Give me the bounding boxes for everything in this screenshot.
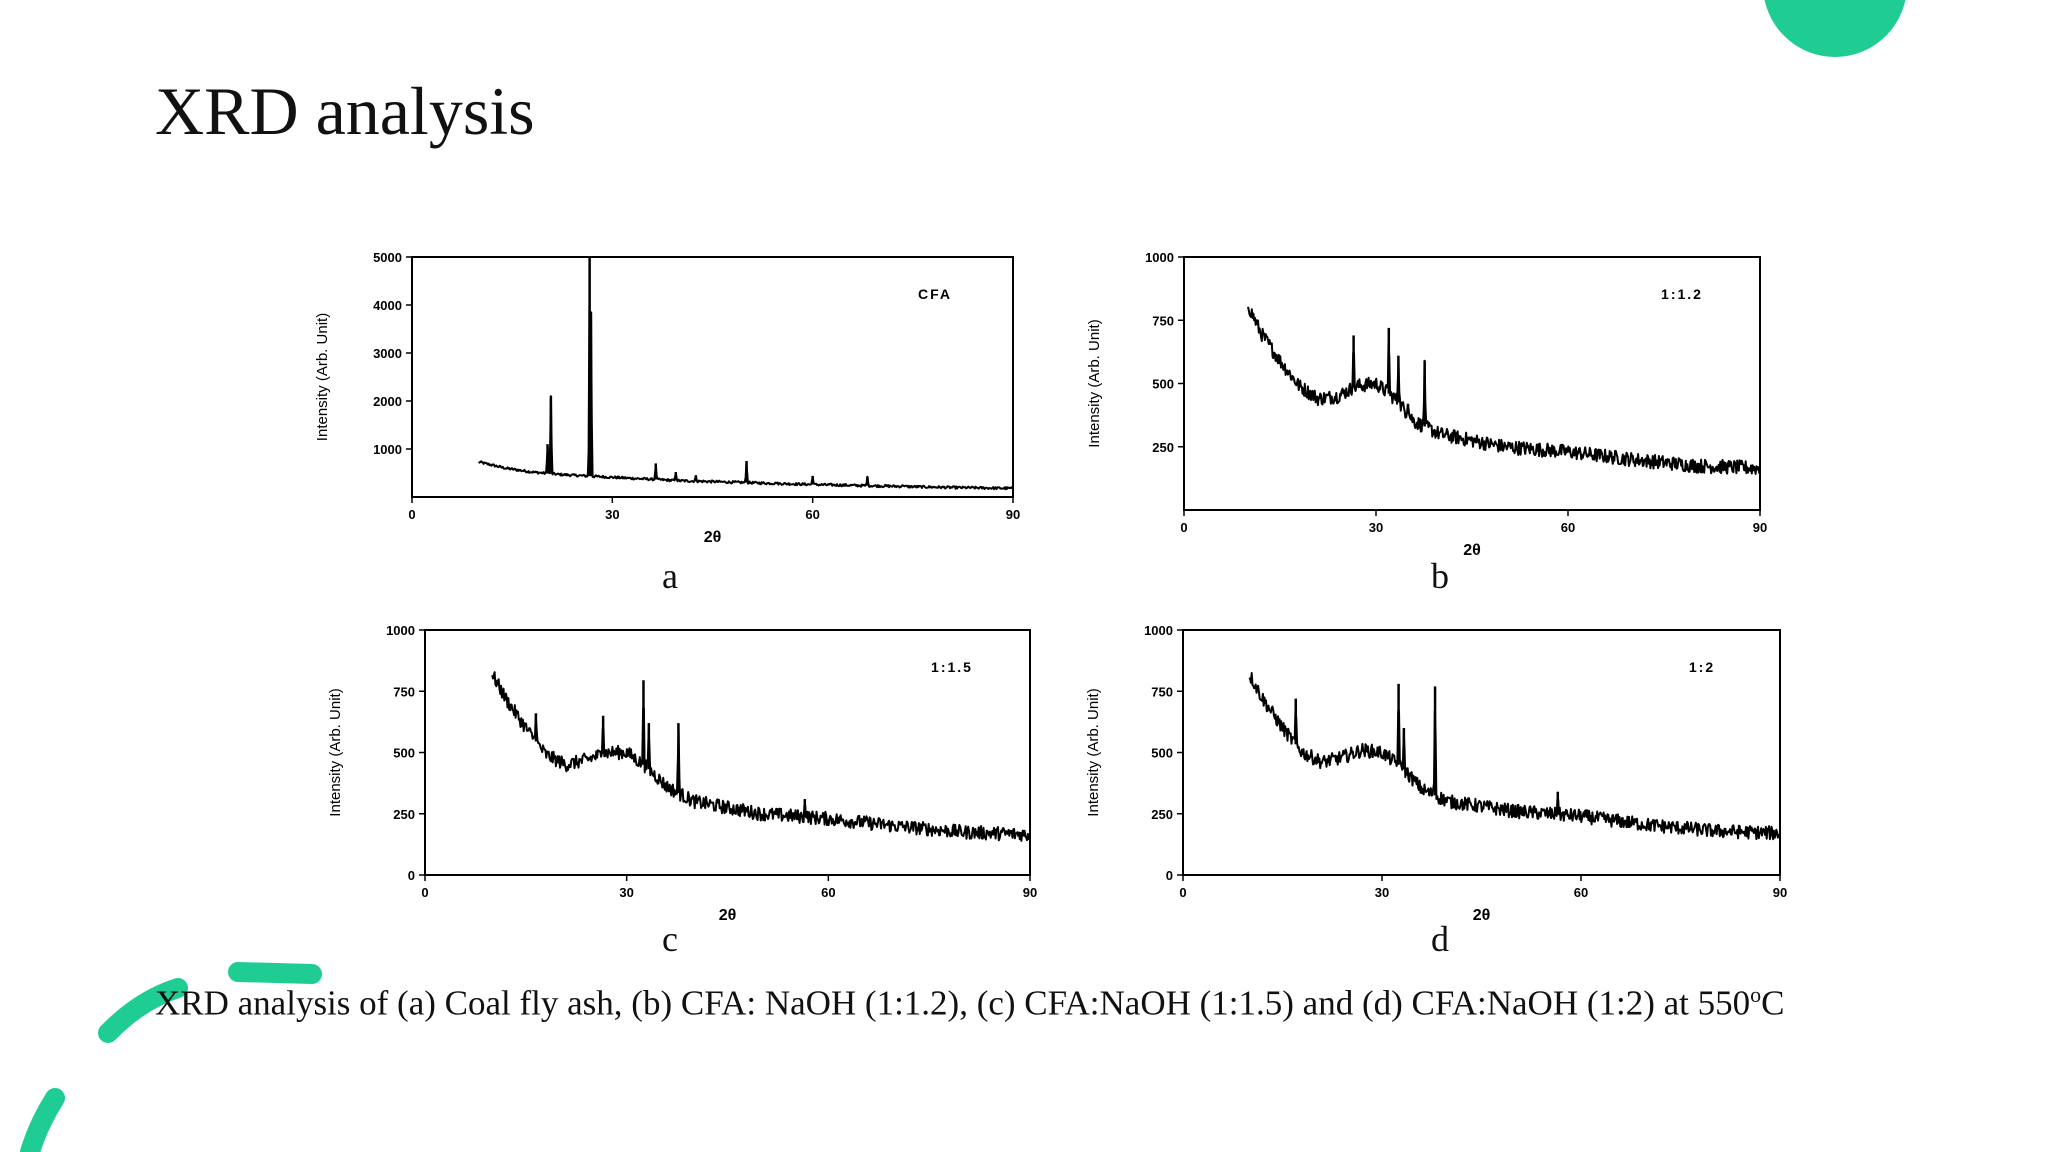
y-tick-label: 5000	[373, 250, 402, 265]
xrd-series-line	[491, 671, 1031, 842]
legend-text: CFA	[918, 286, 952, 302]
panel-label-b: b	[1431, 556, 1449, 596]
chart-d: 0 30 60 90 0 250 500 750 1000 2θ Intensity (Arb. U…	[1085, 623, 1787, 924]
x-axis-label: 2θ	[719, 907, 737, 924]
legend-text: 1:1.5	[931, 659, 973, 675]
x-tick-label: 30	[1375, 885, 1389, 900]
panel-label-d: d	[1431, 919, 1449, 959]
slide-title: XRD analysis	[155, 73, 535, 149]
y-tick-label: 750	[1151, 684, 1173, 699]
y-tick-label: 500	[1151, 746, 1173, 761]
x-tick-label: 90	[1006, 507, 1020, 522]
y-tick-label: 500	[393, 746, 415, 761]
y-tick-label: 500	[1152, 377, 1174, 392]
y-axis-label: Intensity (Arb. Unit)	[1086, 319, 1103, 447]
chart-c: 0 30 60 90 0 250 500 750 1000 2θ Intensity (Arb. U…	[327, 623, 1037, 924]
y-tick-label: 750	[393, 684, 415, 699]
x-tick-label: 0	[1180, 520, 1187, 535]
caption-end: C	[1761, 983, 1785, 1023]
x-tick-label: 30	[619, 885, 633, 900]
x-tick-label: 0	[1179, 885, 1186, 900]
plot-frame	[411, 256, 1014, 498]
x-tick-label: 60	[1574, 885, 1588, 900]
xrd-series-line	[1247, 306, 1761, 475]
y-tick-label: 1000	[1145, 250, 1174, 265]
x-axis-label: 2θ	[704, 529, 722, 546]
y-axis-label: Intensity (Arb. Unit)	[314, 313, 331, 441]
chart-a: 0 30 60 90 1000 2000 3000 4000 5000 2θ Intensity (…	[314, 250, 1020, 546]
y-tick-label: 4000	[373, 298, 402, 313]
x-tick-label: 30	[1369, 520, 1383, 535]
x-axis-label: 2θ	[1463, 542, 1481, 559]
decor-stroke	[98, 978, 188, 1043]
panel-label-a: a	[662, 556, 678, 596]
x-tick-label: 60	[1561, 520, 1575, 535]
y-tick-label: 250	[1151, 807, 1173, 822]
legend-text: 1:1.2	[1661, 286, 1703, 302]
y-tick-label: 250	[1152, 440, 1174, 455]
x-tick-label: 60	[821, 885, 835, 900]
decor-swoosh	[20, 1088, 65, 1152]
x-tick-label: 90	[1773, 885, 1787, 900]
y-tick-label: 2000	[373, 394, 402, 409]
decor-circle	[1764, 0, 1906, 57]
x-tick-label: 90	[1023, 885, 1037, 900]
decor-dash	[228, 962, 322, 984]
x-tick-label: 60	[805, 507, 819, 522]
xrd-series-line	[1248, 672, 1781, 841]
x-axis-label: 2θ	[1473, 907, 1491, 924]
x-tick-label: 0	[421, 885, 428, 900]
y-tick-label: 0	[1166, 868, 1173, 883]
y-tick-label: 750	[1152, 313, 1174, 328]
y-tick-label: 1000	[373, 442, 402, 457]
y-tick-label: 3000	[373, 346, 402, 361]
legend-text: 1:2	[1689, 659, 1715, 675]
y-tick-label: 0	[408, 868, 415, 883]
panel-label-c: c	[662, 919, 678, 959]
y-axis-label: Intensity (Arb. Unit)	[327, 688, 344, 816]
caption-superscript: o	[1750, 982, 1762, 1007]
y-tick-label: 1000	[1144, 623, 1173, 638]
chart-b: 0 30 60 90 250 500 750 1000 2θ Intensity (Arb. Un…	[1086, 250, 1767, 559]
y-tick-label: 1000	[386, 623, 415, 638]
x-tick-label: 30	[605, 507, 619, 522]
x-tick-label: 0	[408, 507, 415, 522]
figure-caption: XRD analysis of (a) Coal fly ash, (b) CF…	[155, 982, 1785, 1024]
caption-main: XRD analysis of (a) Coal fly ash, (b) CF…	[155, 983, 1751, 1023]
y-axis-label: Intensity (Arb. Unit)	[1085, 688, 1102, 816]
y-tick-label: 250	[393, 807, 415, 822]
x-tick-label: 90	[1753, 520, 1767, 535]
